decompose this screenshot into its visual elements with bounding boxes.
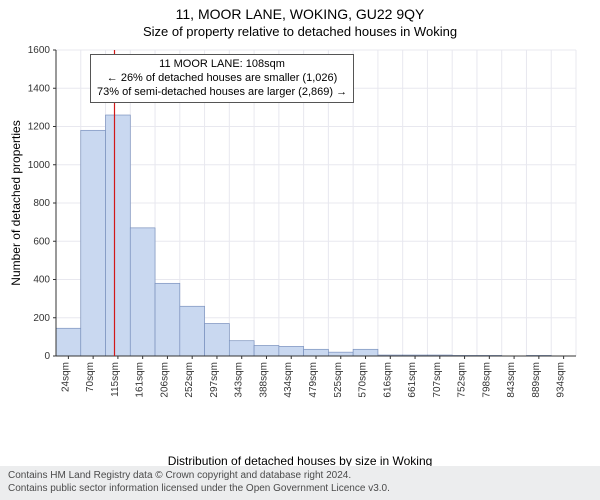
footer: Contains HM Land Registry data © Crown c… [0, 466, 600, 500]
svg-text:800: 800 [33, 198, 50, 209]
svg-text:200: 200 [33, 313, 50, 324]
svg-text:70sqm: 70sqm [85, 362, 96, 392]
svg-text:525sqm: 525sqm [333, 362, 344, 398]
svg-text:1600: 1600 [28, 45, 51, 56]
page-title: 11, MOOR LANE, WOKING, GU22 9QY [0, 0, 600, 22]
svg-text:1000: 1000 [28, 160, 51, 171]
page-subtitle: Size of property relative to detached ho… [0, 22, 600, 39]
svg-text:600: 600 [33, 236, 50, 247]
svg-text:479sqm: 479sqm [308, 362, 319, 398]
svg-text:0: 0 [44, 351, 50, 362]
svg-text:24sqm: 24sqm [60, 362, 71, 392]
svg-text:1400: 1400 [28, 83, 51, 94]
annotation-line1: 11 MOOR LANE: 108sqm [97, 58, 347, 72]
y-axis-label: Number of detached properties [9, 120, 23, 285]
svg-text:616sqm: 616sqm [382, 362, 393, 398]
svg-text:297sqm: 297sqm [209, 362, 220, 398]
annotation-line3: 73% of semi-detached houses are larger (… [97, 86, 347, 100]
svg-text:400: 400 [33, 275, 50, 286]
svg-text:934sqm: 934sqm [556, 362, 567, 398]
svg-text:798sqm: 798sqm [481, 362, 492, 398]
svg-text:434sqm: 434sqm [283, 362, 294, 398]
svg-text:570sqm: 570sqm [358, 362, 369, 398]
svg-text:161sqm: 161sqm [135, 362, 146, 398]
svg-text:343sqm: 343sqm [234, 362, 245, 398]
chart-container: 0200400600800100012001400160024sqm70sqm1… [56, 46, 576, 416]
footer-line2: Contains public sector information licen… [8, 483, 592, 496]
svg-text:115sqm: 115sqm [110, 362, 121, 397]
svg-text:661sqm: 661sqm [407, 362, 418, 398]
chart-annotation: 11 MOOR LANE: 108sqm ← 26% of detached h… [90, 54, 354, 103]
footer-line1: Contains HM Land Registry data © Crown c… [8, 470, 592, 483]
svg-text:752sqm: 752sqm [457, 362, 468, 398]
annotation-line2: ← 26% of detached houses are smaller (1,… [97, 72, 347, 86]
svg-text:843sqm: 843sqm [506, 362, 517, 398]
svg-text:388sqm: 388sqm [258, 362, 269, 398]
svg-text:206sqm: 206sqm [159, 362, 170, 398]
svg-text:1200: 1200 [28, 122, 51, 133]
svg-text:707sqm: 707sqm [432, 362, 443, 398]
svg-text:889sqm: 889sqm [531, 362, 542, 398]
svg-text:252sqm: 252sqm [184, 362, 195, 398]
